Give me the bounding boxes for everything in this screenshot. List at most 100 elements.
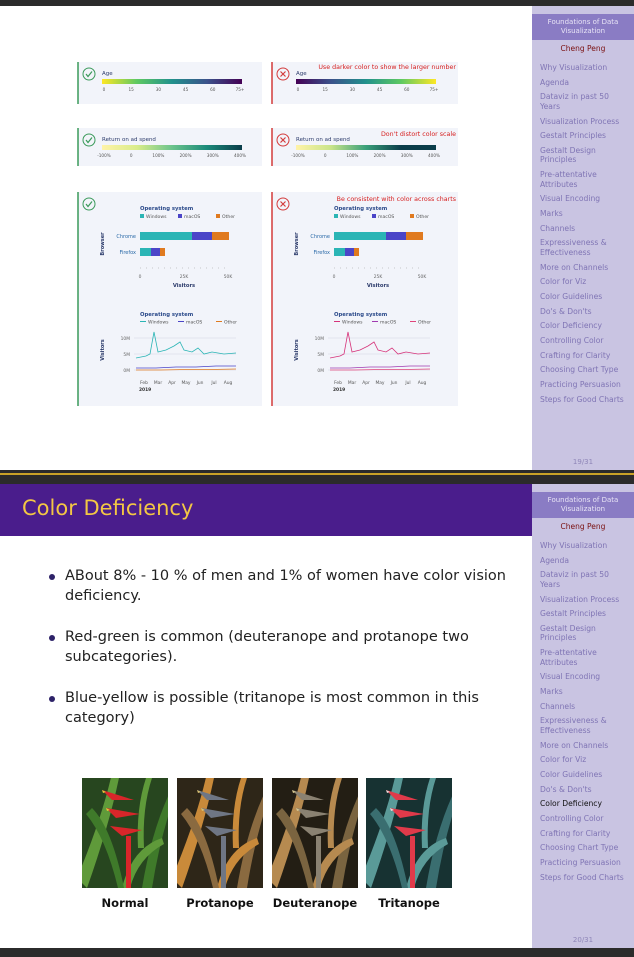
nav-item: Practicing Persuasion <box>540 380 621 390</box>
legend-title: Operating system <box>334 206 388 212</box>
scale-tick: 30 <box>156 87 162 92</box>
series-line <box>330 365 430 369</box>
image-caption: Tritanope <box>378 896 440 910</box>
sidebar-head: Foundations of Data Visualization <box>532 14 634 40</box>
leaf <box>137 778 152 848</box>
nav-item: Color Guidelines <box>540 291 603 301</box>
stem <box>410 836 415 888</box>
bar-segment <box>354 248 359 256</box>
nav-item: Gestalt Principles <box>540 131 606 141</box>
scale-tick: 60 <box>404 87 410 92</box>
sidebar: Foundations of Data Visualization Cheng P… <box>532 6 634 470</box>
nav-item: Dataviz in past 50 Years <box>540 92 609 111</box>
legend-label: Other <box>416 214 429 220</box>
image-row: Normal Protanope Deuteranope Tritanope <box>0 770 532 920</box>
scale-tick: 75+ <box>430 87 439 92</box>
legend-swatch <box>140 214 144 218</box>
month-label: Jun <box>196 380 204 386</box>
month-label: Feb <box>334 380 342 386</box>
nav-item: Why Visualization <box>540 63 608 72</box>
panel <box>78 192 262 406</box>
nav-item: Channels <box>540 223 576 233</box>
nav-item: Color Deficiency <box>540 799 602 809</box>
bract-tips <box>102 790 110 811</box>
sidebar-nav: Why Visualization Agenda Dataviz in past 5… <box>540 541 628 882</box>
stem <box>316 836 321 888</box>
bar-segment <box>334 232 386 240</box>
month-label: Mar <box>154 380 162 386</box>
check-icon <box>85 201 93 208</box>
year-label: 2019 <box>333 387 345 393</box>
sidebar-author: Cheng Peng <box>560 522 606 531</box>
scale-tick: 15 <box>129 87 135 92</box>
month-label: Feb <box>140 380 148 386</box>
leaf <box>232 778 247 848</box>
bar-segment <box>140 248 151 256</box>
axis-title: Visitors <box>294 339 300 360</box>
nav-item: Color Guidelines <box>540 769 603 779</box>
flower-image <box>82 778 168 888</box>
legend-label: Windows <box>340 214 361 220</box>
scale-tick: 300% <box>207 153 219 158</box>
figure: Age 0 15 30 45 60 75+ Age 0 15 30 45 60 75+ Use darker… <box>77 62 458 406</box>
axis-tick: 5M <box>317 352 324 358</box>
stem <box>126 836 131 888</box>
nav-item: Choosing Chart Type <box>540 365 619 375</box>
nav-item: Visualization Process <box>540 116 620 126</box>
sidebar-nav: Why Visualization Agenda Dataviz in past 5… <box>540 63 628 404</box>
month-label: Mar <box>348 380 356 386</box>
month-label: May <box>375 380 384 386</box>
legend-title: Operating system <box>334 312 388 318</box>
scale-tick: -100% <box>291 153 305 158</box>
scale-tick: 75+ <box>236 87 245 92</box>
series-line <box>330 368 431 371</box>
nav-item: Visual Encoding <box>540 672 601 682</box>
top-bar <box>0 0 634 6</box>
sidebar-title: Foundations of Data Visualization <box>547 496 619 513</box>
stem <box>221 836 226 888</box>
scale-tick: 0 <box>297 87 300 92</box>
sidebar: Foundations of Data Visualization Cheng P… <box>532 484 634 948</box>
nav-item: Crafting for Clarity <box>540 828 611 838</box>
nav-item: Do's & Don'ts <box>540 784 592 794</box>
nav-item: Expressiveness & Effectiveness <box>540 238 607 257</box>
bract <box>197 790 237 836</box>
scale-tick: 45 <box>183 87 189 92</box>
bullet-list: ABout 8% - 10 % of men and 1% of women h… <box>48 566 518 749</box>
nav-item: Gestalt Principles <box>540 609 606 619</box>
slide-title: Color Deficiency <box>22 496 194 520</box>
color-scale <box>102 145 242 150</box>
month-label: Jul <box>404 380 410 386</box>
legend-label: Other <box>418 320 431 326</box>
bar-segment <box>140 232 192 240</box>
scale-tick: 0 <box>103 87 106 92</box>
bract-tips <box>386 790 394 811</box>
legend-swatch <box>410 214 414 218</box>
legend-label: Windows <box>148 320 169 326</box>
status-icon <box>82 197 96 211</box>
leaf <box>217 838 259 888</box>
scale-tick: 300% <box>401 153 413 158</box>
nav-item: Do's & Don'ts <box>540 306 592 316</box>
image-caption: Deuteranope <box>272 896 358 910</box>
legend-label: Other <box>224 320 237 326</box>
panel <box>272 192 458 406</box>
legend-label: Other <box>222 214 235 220</box>
nav-item: Agenda <box>540 77 569 87</box>
color-scale <box>296 79 436 84</box>
sidebar-title: Foundations of Data Visualization <box>547 18 619 35</box>
axis-tick: 10M <box>121 336 131 342</box>
nav-item: Gestalt Design Principles <box>540 145 596 165</box>
month-label: May <box>181 380 190 386</box>
flower-image <box>272 778 358 888</box>
leaf <box>312 838 354 888</box>
legend-title: Operating system <box>140 312 194 318</box>
annotation: Don't distort color scale <box>381 131 456 138</box>
legend-label: macOS <box>186 320 202 326</box>
bullet: ABout 8% - 10 % of men and 1% of women h… <box>48 566 518 606</box>
status-icon <box>82 133 96 147</box>
nav-item: Dataviz in past 50 Years <box>540 570 609 589</box>
scale-label: Age <box>102 71 113 77</box>
legend-swatch <box>334 214 338 218</box>
legend-label: macOS <box>378 214 394 220</box>
